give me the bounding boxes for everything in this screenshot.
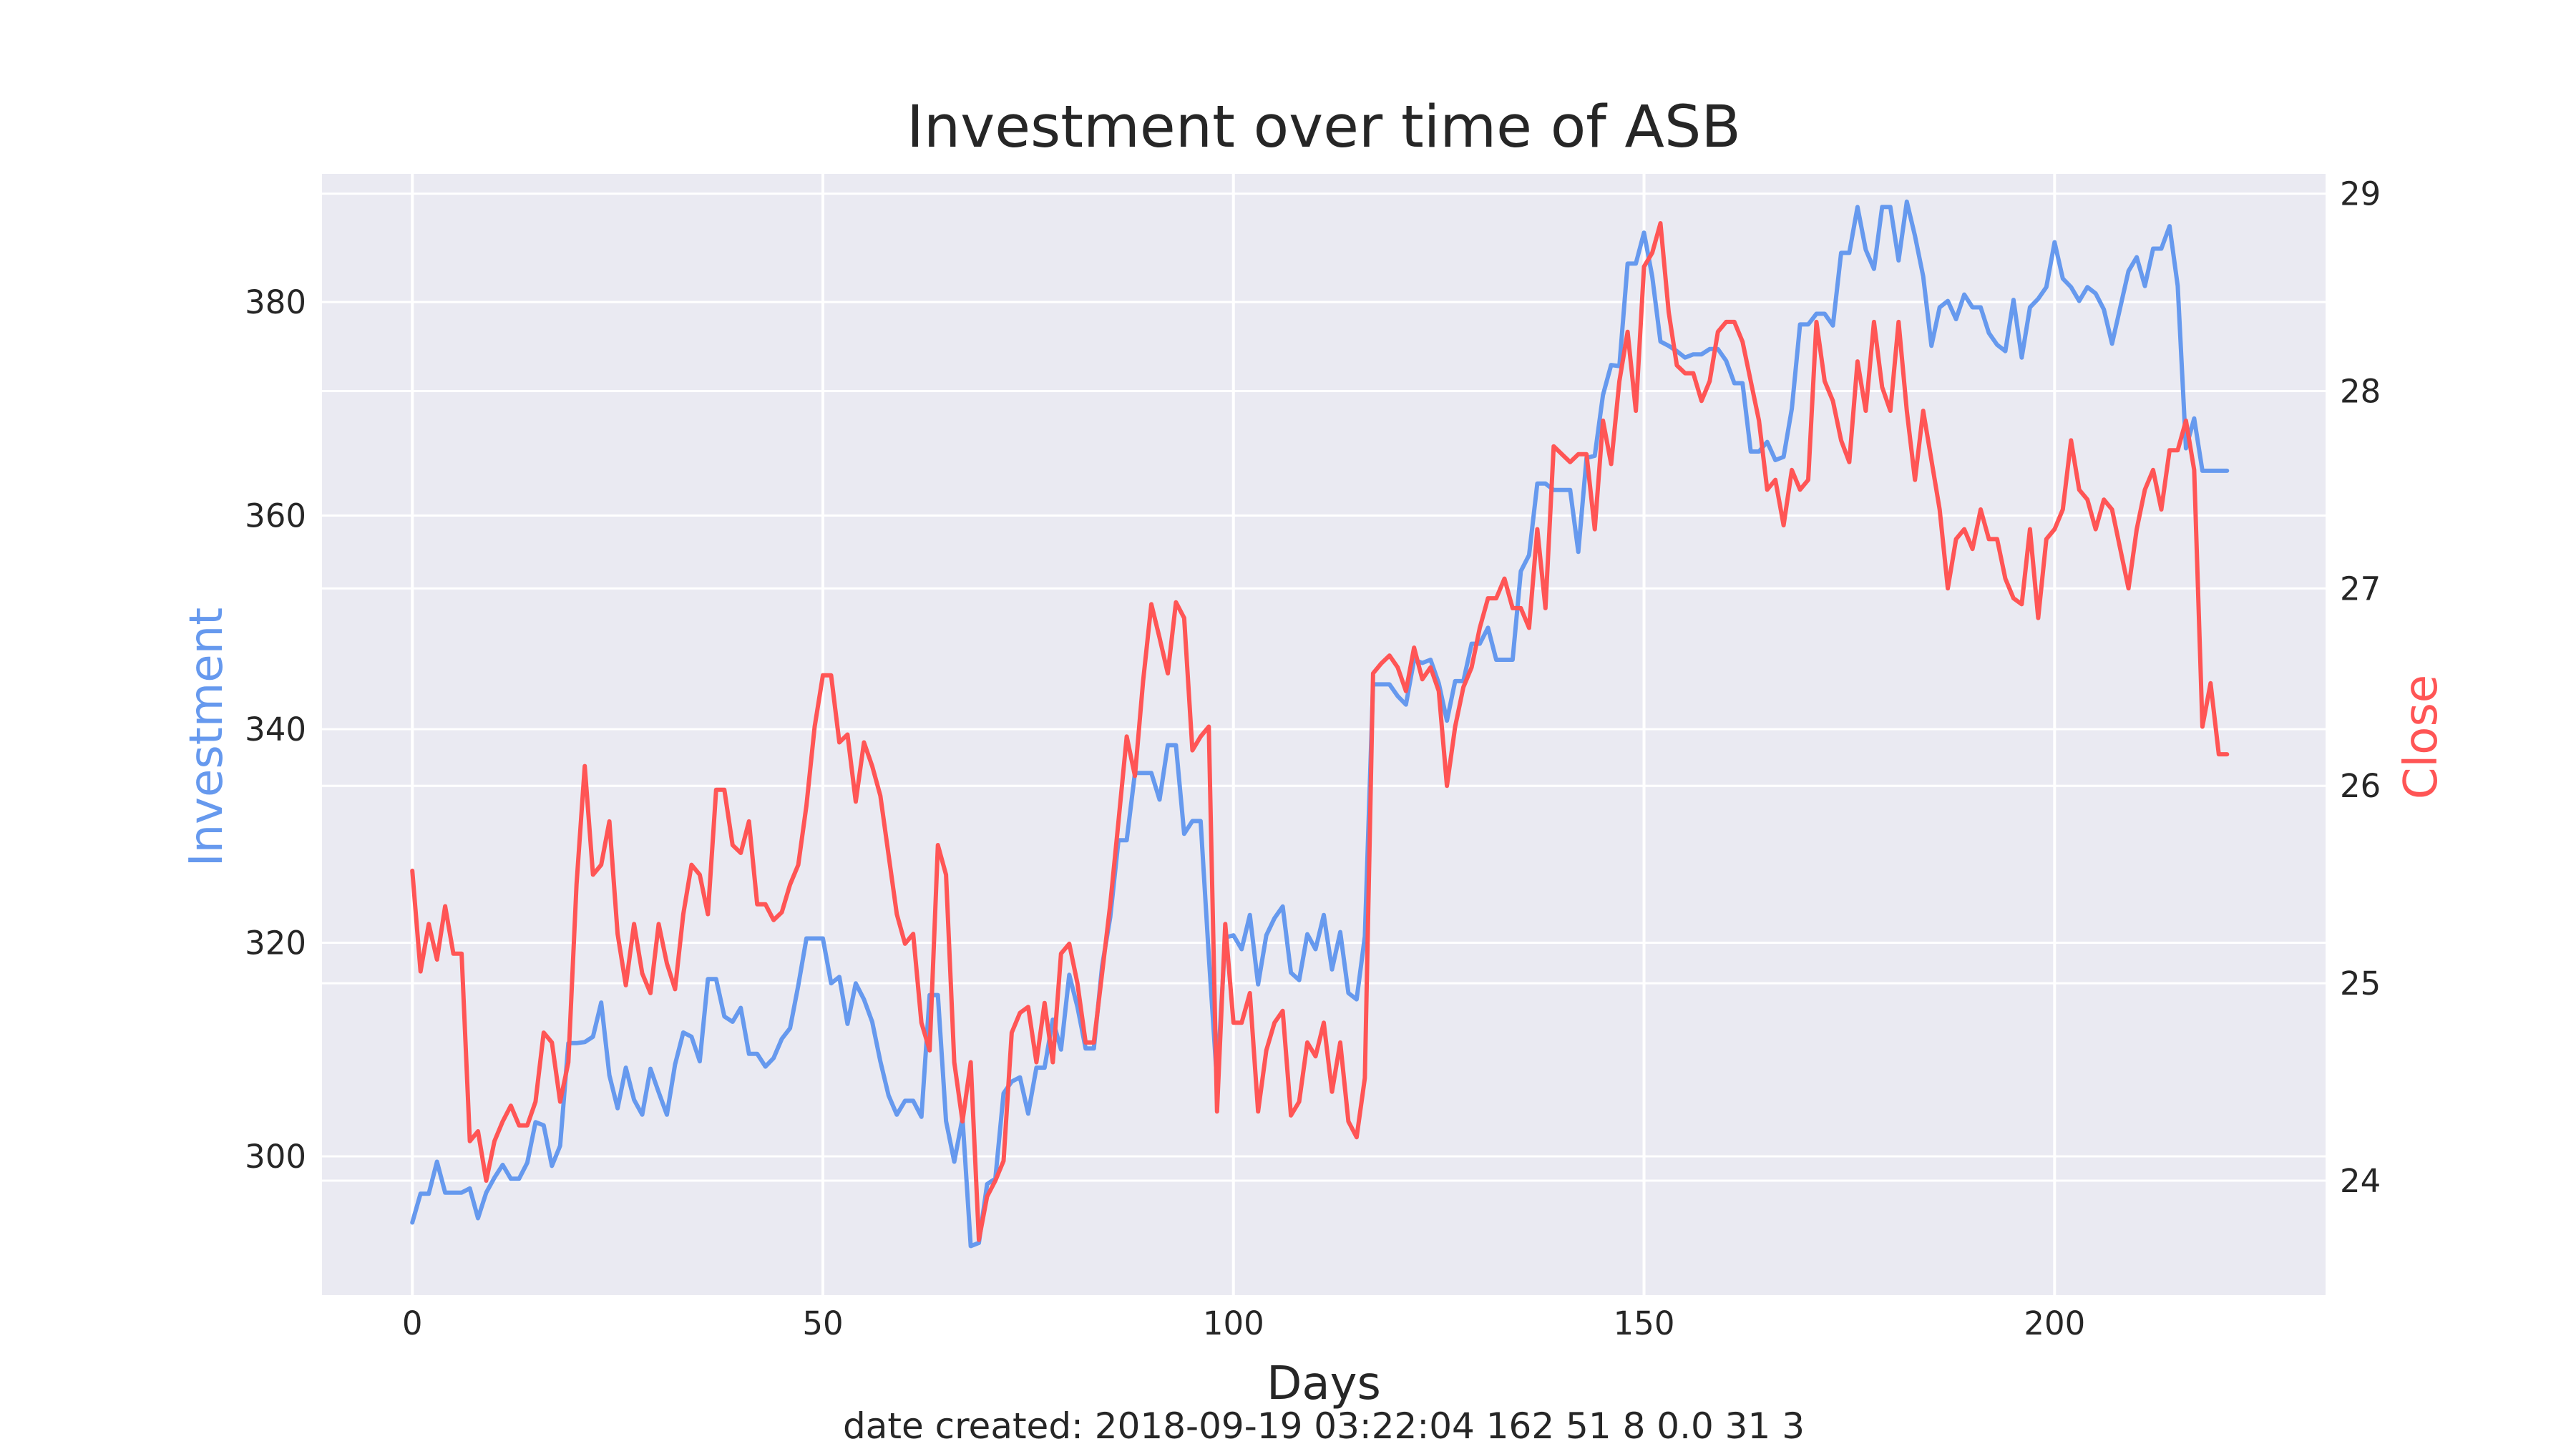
x-tick-label: 150: [1614, 1304, 1675, 1342]
series-line-close: [410, 221, 2230, 1242]
x-tick-label: 100: [1203, 1304, 1264, 1342]
y-right-tick-label: 27: [2340, 570, 2381, 608]
y-right-tick-label: 29: [2340, 175, 2381, 213]
grid: [322, 174, 2326, 1295]
x-tick-label: 200: [2024, 1304, 2085, 1342]
footer-note: date created: 2018-09-19 03:22:04 162 51…: [843, 1405, 1805, 1447]
series-line-investment: [410, 199, 2230, 1249]
series-layer: [410, 199, 2230, 1249]
x-tick-label: 50: [802, 1304, 843, 1342]
y-right-tick-label: 28: [2340, 372, 2381, 410]
y-left-tick-label: 340: [245, 711, 306, 748]
y-right-tick-label: 25: [2340, 965, 2381, 1002]
chart-title: Investment over time of ASB: [907, 94, 1741, 161]
x-tick-label: 0: [402, 1304, 423, 1342]
ticks: 0 50 100 150 200 300 320 340 360 380 24 25 26 27 28 29: [245, 175, 2381, 1342]
y-axis-label-left: Investment: [180, 608, 233, 867]
y-left-tick-label: 300: [245, 1138, 306, 1176]
y-right-tick-label: 24: [2340, 1162, 2381, 1200]
y-left-tick-label: 320: [245, 924, 306, 962]
x-axis-label: Days: [1267, 1357, 1381, 1410]
plot-background: [322, 174, 2326, 1295]
y-right-tick-label: 26: [2340, 767, 2381, 805]
y-axis-label-right: Close: [2395, 675, 2448, 799]
y-left-tick-label: 380: [245, 283, 306, 321]
y-left-tick-label: 360: [245, 497, 306, 535]
